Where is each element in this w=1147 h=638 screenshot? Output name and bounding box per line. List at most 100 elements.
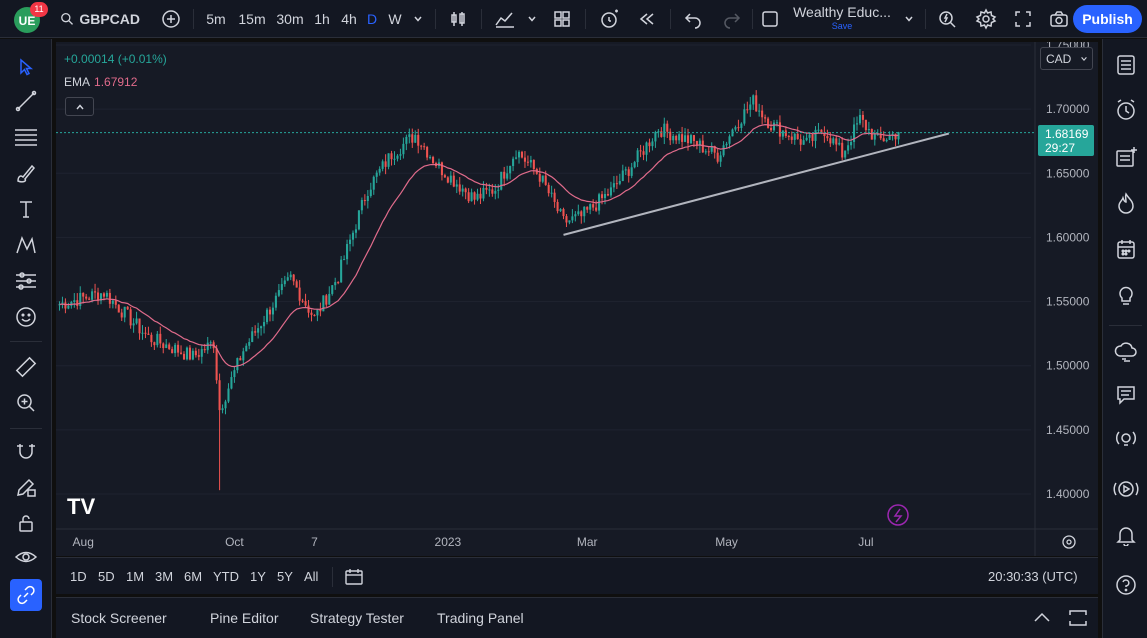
sync-drawings-tool[interactable] <box>10 579 42 611</box>
lock-drawings-tool[interactable] <box>10 507 42 539</box>
go-to-date-button[interactable] <box>344 558 364 595</box>
cursor-icon <box>20 58 34 76</box>
price-chart[interactable]: 1.750001.700001.650001.600001.550001.500… <box>56 42 1098 556</box>
ideas-button[interactable] <box>1110 279 1142 311</box>
layout-select-button[interactable] <box>759 0 781 38</box>
help-button[interactable] <box>1110 569 1142 601</box>
interval-dropdown[interactable] <box>410 0 426 38</box>
interval-15m[interactable]: 15m <box>236 0 268 38</box>
streams-button[interactable] <box>1110 423 1142 455</box>
alerts-button[interactable] <box>1110 94 1142 126</box>
svg-text:UE: UE <box>19 14 36 28</box>
range-1y[interactable]: 1Y <box>250 558 266 595</box>
candle-body <box>494 190 497 194</box>
hotlists-button[interactable] <box>1110 187 1142 219</box>
messages-button[interactable] <box>1110 379 1142 411</box>
chats-button[interactable] <box>1110 335 1142 367</box>
candle-body <box>156 333 159 346</box>
layout-save-link[interactable]: Save <box>831 21 853 31</box>
layout-dropdown[interactable] <box>901 0 917 38</box>
layout-name[interactable]: Wealthy Educ... Save <box>790 0 894 38</box>
candle-body <box>855 123 859 125</box>
currency-select[interactable]: CAD <box>1040 47 1093 70</box>
fib-tool[interactable] <box>10 121 42 153</box>
range-5y[interactable]: 5Y <box>277 558 293 595</box>
candle-body <box>595 207 598 211</box>
tab-strategy-tester[interactable]: Strategy Tester <box>310 598 404 638</box>
candle-body <box>200 349 203 357</box>
fullscreen-button[interactable] <box>1010 0 1036 38</box>
brush-tool[interactable] <box>10 157 42 189</box>
measure-tool[interactable] <box>10 351 42 383</box>
pattern-tool[interactable] <box>10 229 42 261</box>
candle-body <box>695 140 698 146</box>
candle-body <box>168 344 171 350</box>
compare-symbol-button[interactable] <box>158 0 184 38</box>
indicators-button[interactable] <box>491 0 519 38</box>
publish-button[interactable]: Publish <box>1073 5 1142 33</box>
interval-4h[interactable]: 4h <box>339 0 359 38</box>
cursor-tool[interactable] <box>10 51 42 83</box>
interval-30m[interactable]: 30m <box>274 0 306 38</box>
tab-stock-screener[interactable]: Stock Screener <box>71 598 167 638</box>
data-window-button[interactable] <box>1110 141 1142 173</box>
expand-panel-button[interactable] <box>1032 609 1052 630</box>
collapse-legend-button[interactable] <box>65 97 94 116</box>
symbol-search[interactable]: GBPCAD <box>60 0 140 38</box>
icons-tool[interactable] <box>10 301 42 333</box>
video-button[interactable] <box>1110 473 1142 505</box>
interval-1h[interactable]: 1h <box>312 0 332 38</box>
stay-drawing-tool[interactable] <box>10 471 42 503</box>
chart-pane[interactable]: 1.750001.700001.650001.600001.550001.500… <box>56 42 1098 556</box>
range-3m[interactable]: 3M <box>155 558 173 595</box>
range-ytd[interactable]: YTD <box>213 558 239 595</box>
candle-body <box>307 305 310 313</box>
maximize-panel-button[interactable] <box>1068 609 1088 630</box>
ema-legend[interactable]: EMA 1.67912 <box>64 75 137 89</box>
zoom-in-icon <box>17 394 35 412</box>
range-6m[interactable]: 6M <box>184 558 202 595</box>
hide-drawings-tool[interactable] <box>10 541 42 573</box>
range-all[interactable]: All <box>304 558 318 595</box>
candle-body <box>710 146 713 152</box>
tradingview-logo[interactable]: UE 11 <box>10 0 48 38</box>
range-1d[interactable]: 1D <box>70 558 87 595</box>
calendar-button[interactable] <box>1110 233 1142 265</box>
candle-body <box>796 133 799 140</box>
tab-trading-panel[interactable]: Trading Panel <box>437 598 524 638</box>
settings-button[interactable] <box>972 0 1000 38</box>
candle-body <box>203 349 206 351</box>
replay-button[interactable] <box>634 0 660 38</box>
range-1m[interactable]: 1M <box>126 558 144 595</box>
candle-body <box>268 309 272 315</box>
utc-clock[interactable]: 20:30:33 (UTC) <box>988 558 1078 595</box>
axis-settings-icon[interactable] <box>1062 535 1076 549</box>
trend-line-tool[interactable] <box>10 85 42 117</box>
interval-5m[interactable]: 5m <box>203 0 229 38</box>
snapshot-button[interactable] <box>1046 0 1072 38</box>
redo-button[interactable] <box>719 0 745 38</box>
indicators-dropdown[interactable] <box>524 0 540 38</box>
candle-body <box>236 358 239 371</box>
candle-body <box>79 292 82 307</box>
alert-button[interactable] <box>595 0 623 38</box>
interval-d[interactable]: D <box>364 0 380 38</box>
text-tool[interactable] <box>10 193 42 225</box>
plus-circle-icon <box>162 10 180 28</box>
candle-body <box>526 161 529 163</box>
interval-w[interactable]: W <box>386 0 404 38</box>
notifications-button[interactable] <box>1110 519 1142 551</box>
trend-line[interactable] <box>563 132 950 236</box>
tab-pine-editor[interactable]: Pine Editor <box>210 598 278 638</box>
chart-type-button[interactable] <box>445 0 471 38</box>
lightning-icon[interactable] <box>887 504 909 526</box>
quick-search-button[interactable] <box>934 0 960 38</box>
templates-button[interactable] <box>549 0 575 38</box>
candle-body <box>556 201 559 212</box>
zoom-tool[interactable] <box>10 387 42 419</box>
magnet-tool[interactable] <box>10 435 42 467</box>
undo-button[interactable] <box>680 0 706 38</box>
range-5d[interactable]: 5D <box>98 558 115 595</box>
prediction-tool[interactable] <box>10 265 42 297</box>
watchlist-button[interactable] <box>1110 49 1142 81</box>
